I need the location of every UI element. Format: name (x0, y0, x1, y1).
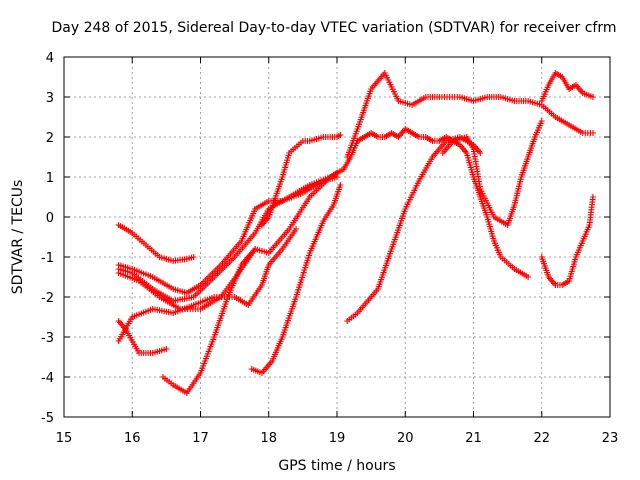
x-tick-label: 19 (329, 431, 346, 446)
y-tick-label: -2 (41, 291, 54, 306)
series-arc-1 (115, 222, 197, 264)
y-tick-label: 1 (46, 171, 54, 186)
y-tick-label: -3 (41, 331, 54, 346)
data-points (115, 70, 596, 396)
chart-title: Day 248 of 2015, Sidereal Day-to-day VTE… (52, 20, 617, 36)
data-point (589, 94, 596, 100)
series-arc-11 (344, 70, 596, 160)
y-tick-label: 4 (46, 51, 54, 66)
series-arc-3 (115, 174, 340, 296)
data-point (538, 118, 545, 124)
y-tick-label: -4 (41, 371, 54, 386)
data-point (525, 274, 532, 280)
y-axis-label: SDTVAR / TECUs (10, 180, 26, 295)
series-arc-13 (439, 118, 545, 228)
x-tick-label: 23 (602, 431, 619, 446)
grid (64, 57, 610, 417)
series-arc-12 (344, 134, 484, 324)
data-point (252, 246, 259, 252)
y-tick-label: 2 (46, 131, 54, 146)
series-arc-8 (248, 182, 344, 376)
series-arc-10 (340, 126, 532, 280)
x-tick-label: 16 (124, 431, 141, 446)
data-point (163, 346, 170, 352)
x-tick-label: 17 (192, 431, 209, 446)
x-tick-label: 20 (397, 431, 414, 446)
x-tick-label: 21 (465, 431, 482, 446)
data-point (293, 226, 300, 232)
series-arc-7 (159, 246, 259, 396)
series-arc-6 (115, 226, 300, 344)
x-axis-label: GPS time / hours (278, 458, 395, 474)
data-point (190, 254, 197, 260)
y-tick-label: -1 (41, 251, 54, 266)
series-arc-14 (538, 70, 596, 104)
data-point (337, 132, 344, 138)
data-point (589, 130, 596, 136)
series-arc-15 (538, 194, 596, 288)
x-tick-label: 15 (56, 431, 73, 446)
x-tick-label: 22 (533, 431, 550, 446)
data-point (589, 194, 596, 200)
data-point (477, 150, 484, 156)
y-tick-label: 0 (46, 211, 54, 226)
series-arc-9 (258, 132, 344, 228)
y-tick-label: -5 (41, 411, 54, 426)
x-tick-label: 18 (260, 431, 277, 446)
y-tick-label: 3 (46, 91, 54, 106)
plot-frame (63, 56, 611, 418)
data-point (337, 182, 344, 188)
